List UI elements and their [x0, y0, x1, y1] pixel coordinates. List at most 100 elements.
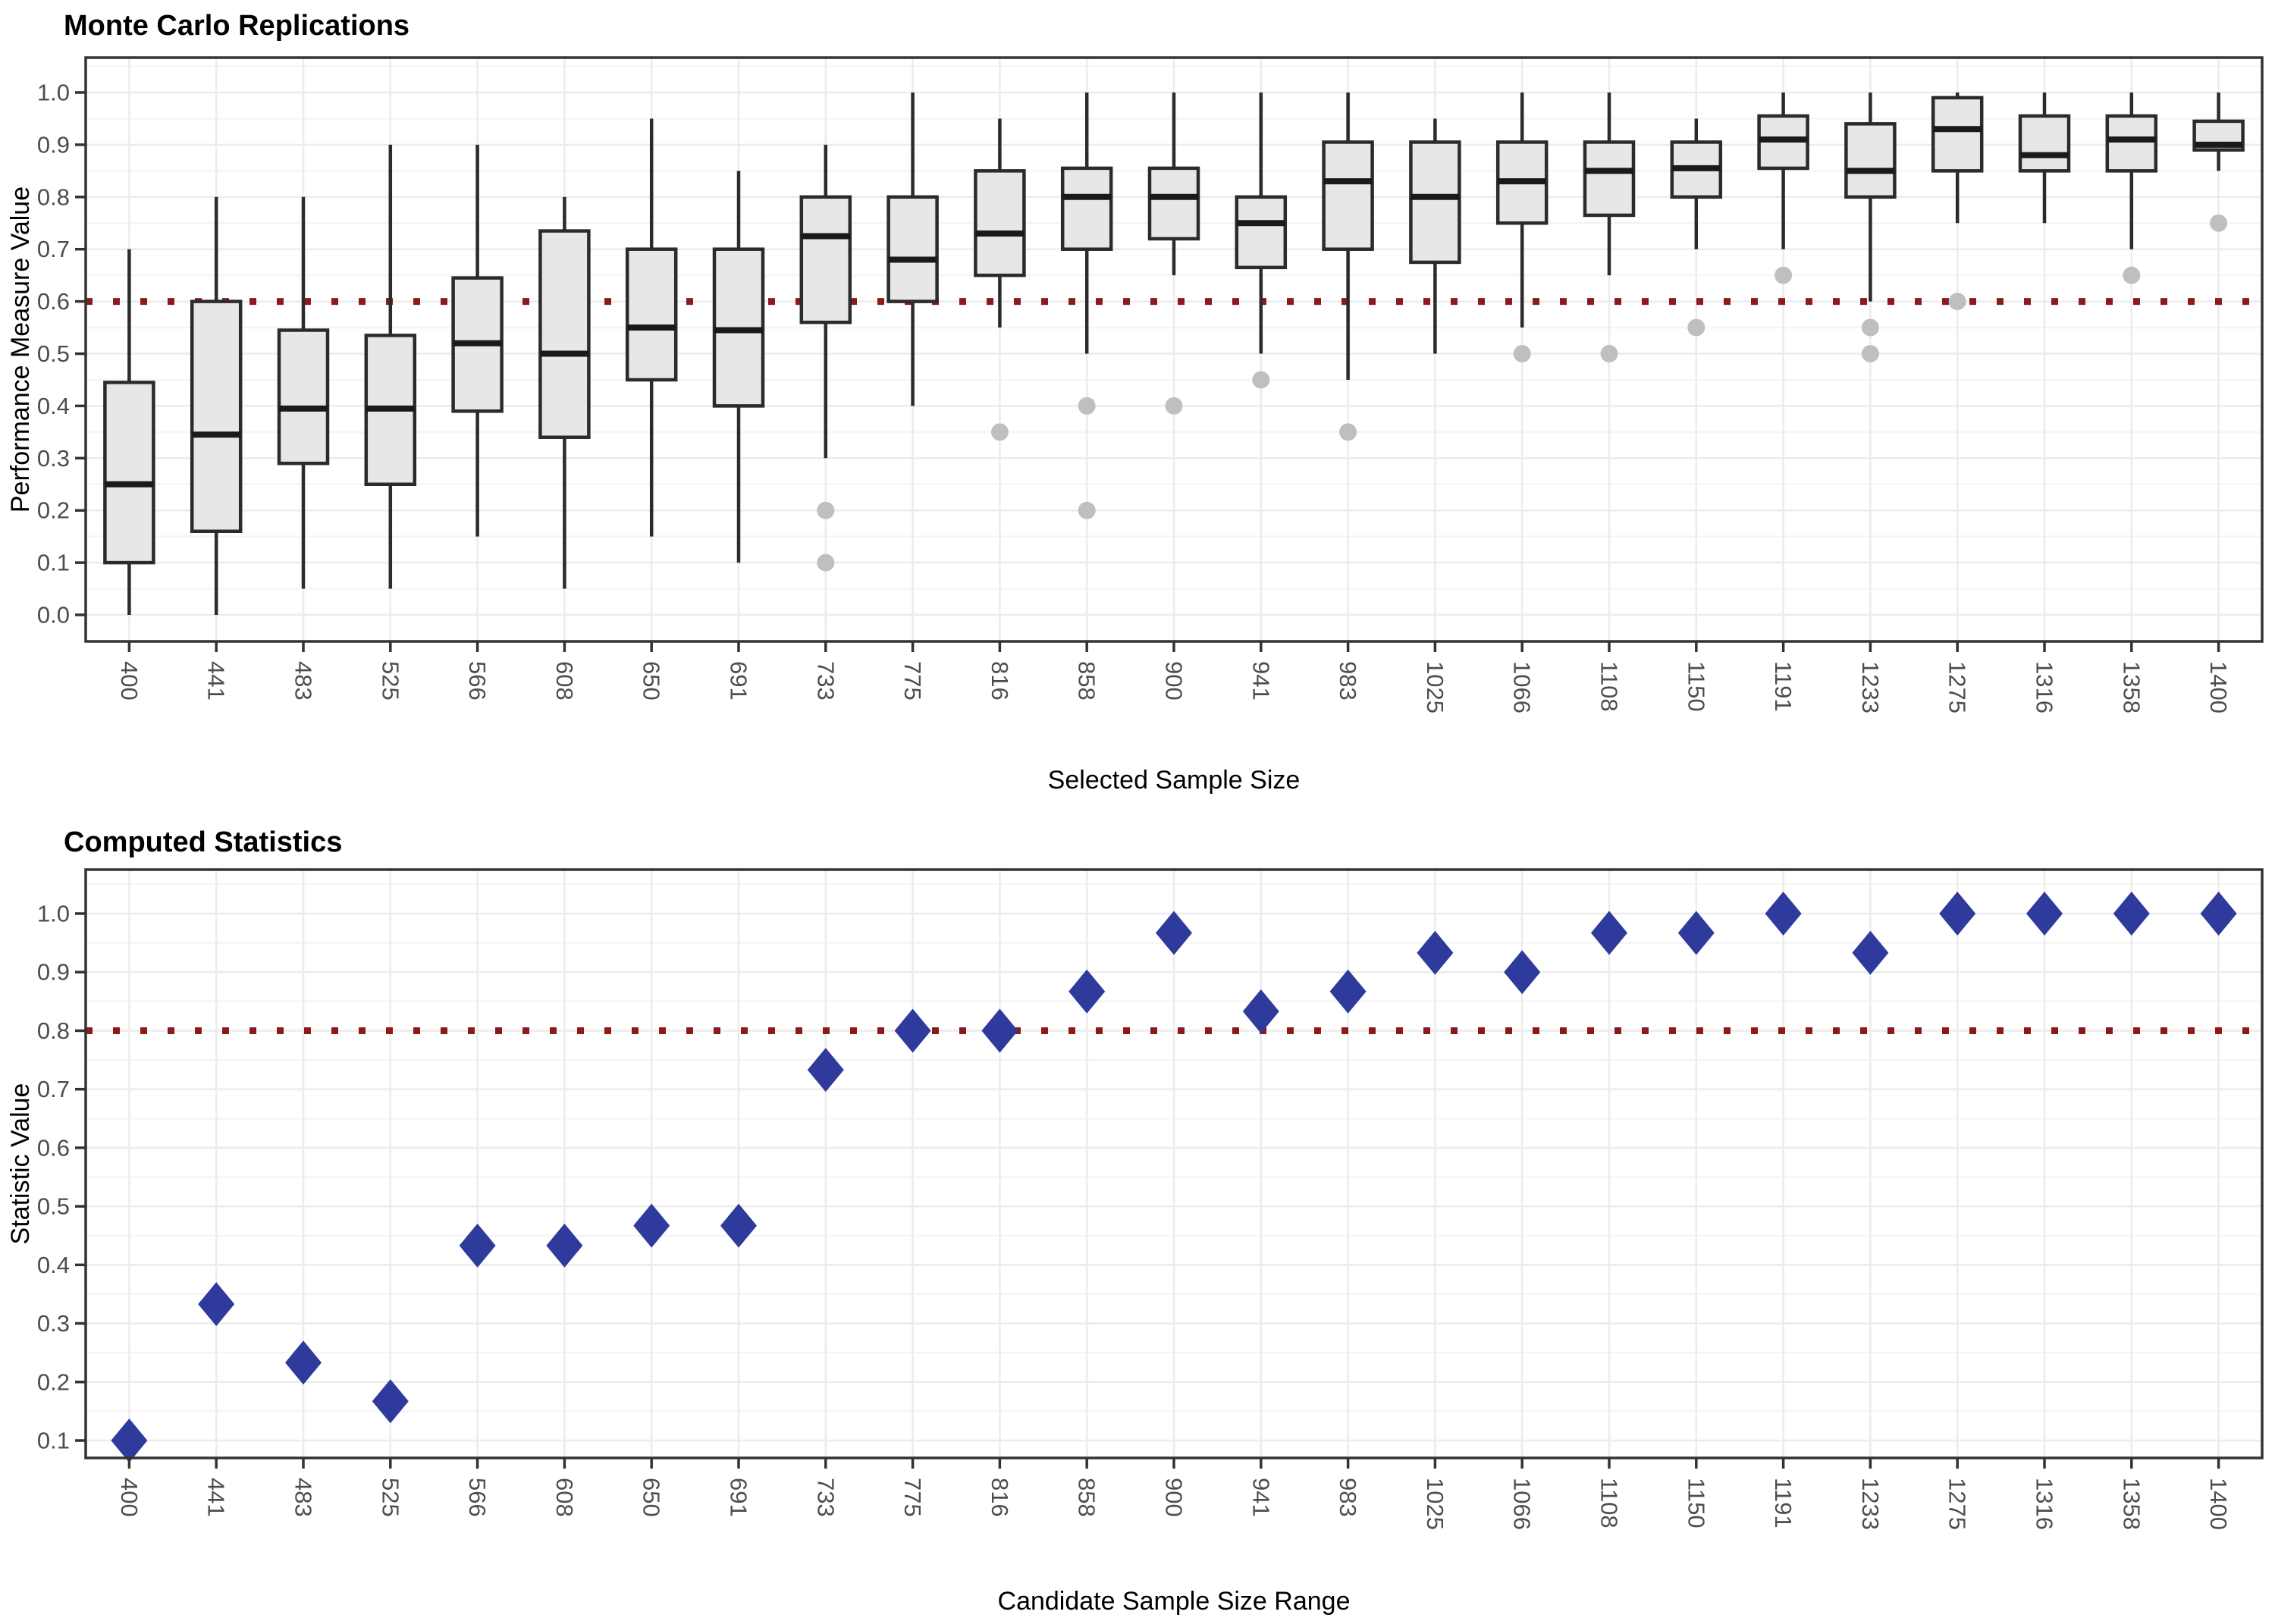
- y-tick-label: 0.2: [37, 497, 70, 524]
- x-tick-label: 1316: [2032, 661, 2058, 713]
- outlier-point: [1165, 397, 1183, 415]
- data-point-diamond: [111, 1419, 148, 1463]
- y-tick-label: 0.8: [37, 1017, 70, 1044]
- x-tick-label: 1358: [2118, 661, 2145, 713]
- x-tick-label: 400: [116, 1478, 143, 1517]
- y-tick-label: 0.3: [37, 1310, 70, 1337]
- x-tick-label: 733: [812, 661, 839, 701]
- x-tick-label: 816: [987, 661, 1013, 701]
- boxplot-733: [799, 144, 852, 572]
- outlier-point: [2123, 266, 2141, 284]
- box: [103, 381, 155, 565]
- x-tick-label: 1108: [1596, 1478, 1623, 1528]
- data-point-diamond: [1068, 969, 1106, 1014]
- box: [1844, 122, 1897, 199]
- y-tick-label: 0.9: [37, 131, 70, 158]
- x-tick-label: 1275: [1944, 661, 1971, 713]
- x-tick-label: 441: [203, 1478, 230, 1517]
- outlier-point: [1600, 345, 1618, 362]
- scatter-plot-area: 0.1 0.2 0.3 0.4 0.5 0.6 0.7 0.8 0.9 1.0 400 441 483 5…: [37, 868, 2264, 1530]
- data-point-diamond: [981, 1008, 1018, 1053]
- outlier-point: [817, 501, 835, 519]
- data-point-diamond: [2200, 892, 2237, 936]
- box: [2105, 114, 2158, 173]
- box: [886, 195, 939, 303]
- y-tick-label: 0.7: [37, 236, 70, 262]
- outlier-point: [2210, 214, 2228, 232]
- x-tick-label: 566: [464, 1478, 491, 1517]
- data-point-diamond: [1242, 989, 1279, 1033]
- x-axis-title: Candidate Sample Size Range: [998, 1587, 1351, 1616]
- x-tick-label: 525: [377, 1478, 403, 1517]
- x-axis: 400 441 483 525 566 608 650 691 733 775 816 858 900 9…: [116, 641, 2232, 713]
- boxplot-1108: [1583, 92, 1636, 362]
- data-point-diamond: [198, 1282, 235, 1327]
- data-point-diamond: [720, 1203, 757, 1248]
- x-tick-label: 525: [377, 661, 403, 701]
- x-tick-label: 1066: [1509, 661, 1536, 713]
- outlier-point: [990, 423, 1009, 441]
- data-point-diamond: [633, 1203, 670, 1248]
- y-tick-label: 1.0: [37, 901, 70, 927]
- data-point-diamond: [894, 1008, 931, 1053]
- y-tick-label: 0.6: [37, 1134, 70, 1161]
- boxplot-816: [974, 118, 1026, 441]
- outlier-point: [1078, 397, 1096, 415]
- boxplot-1233: [1844, 92, 1897, 362]
- box: [2018, 114, 2071, 173]
- x-axis: 400 441 483 525 566 608 650 691 733 775 816 858 900 9…: [116, 1458, 2232, 1530]
- boxplot-400: [103, 249, 155, 615]
- y-tick-label: 0.6: [37, 288, 70, 315]
- outlier-point: [1774, 266, 1793, 284]
- outlier-point: [817, 553, 835, 572]
- y-tick-label: 0.7: [37, 1076, 70, 1102]
- boxplot-483: [277, 196, 330, 589]
- boxplot-566: [451, 144, 504, 537]
- scatter-svg: 0.1 0.2 0.3 0.4 0.5 0.6 0.7 0.8 0.9 1.0 400 441 483 5…: [6, 826, 2264, 1616]
- x-tick-label: 775: [899, 661, 926, 701]
- y-axis: 0.0 0.1 0.2 0.3 0.4 0.5 0.6 0.7 0.8 0.9 1.0: [37, 80, 86, 629]
- box: [1235, 195, 1288, 270]
- boxplot-1191: [1757, 92, 1809, 284]
- boxplot-1400: [2192, 92, 2245, 232]
- box: [1322, 140, 1374, 251]
- x-tick-label: 983: [1335, 661, 1361, 701]
- outlier-point: [1861, 345, 1879, 362]
- data-point-diamond: [1939, 892, 1976, 936]
- boxplot-1358: [2105, 92, 2158, 284]
- x-tick-label: 1233: [1857, 661, 1884, 713]
- y-axis-title: Performance Measure Value: [6, 187, 35, 513]
- data-point-diamond: [807, 1048, 844, 1093]
- x-tick-label: 941: [1247, 1478, 1274, 1517]
- box: [1147, 166, 1200, 241]
- data-point-diamond: [2026, 892, 2063, 936]
- x-tick-label: 608: [551, 1478, 578, 1517]
- boxplot-650: [625, 118, 678, 537]
- boxplot-983: [1322, 92, 1374, 441]
- y-tick-label: 0.3: [37, 445, 70, 472]
- box: [538, 229, 591, 439]
- y-tick-label: 1.0: [37, 80, 70, 106]
- x-tick-label: 400: [116, 661, 143, 701]
- boxplot-608: [538, 196, 591, 589]
- boxplot-1316: [2018, 92, 2071, 224]
- x-tick-label: 483: [290, 1478, 317, 1517]
- x-tick-label: 816: [987, 1478, 1013, 1517]
- data-point-diamond: [1852, 930, 1889, 975]
- x-tick-label: 1025: [1422, 661, 1448, 713]
- x-tick-label: 691: [726, 1478, 752, 1517]
- x-tick-label: 900: [1161, 661, 1188, 701]
- data-point-diamond: [1591, 911, 1627, 955]
- y-tick-label: 0.9: [37, 959, 70, 986]
- x-tick-label: 1275: [1944, 1478, 1971, 1530]
- y-tick-label: 0.5: [37, 340, 70, 367]
- data-point-diamond: [285, 1340, 322, 1385]
- x-tick-label: 858: [1074, 661, 1100, 701]
- x-tick-label: 983: [1335, 1478, 1361, 1517]
- x-tick-label: 650: [639, 1478, 665, 1517]
- boxplot-775: [886, 92, 939, 406]
- outlier-point: [1339, 423, 1357, 441]
- y-axis: 0.1 0.2 0.3 0.4 0.5 0.6 0.7 0.8 0.9 1.0: [37, 901, 86, 1454]
- x-tick-label: 1316: [2032, 1478, 2058, 1530]
